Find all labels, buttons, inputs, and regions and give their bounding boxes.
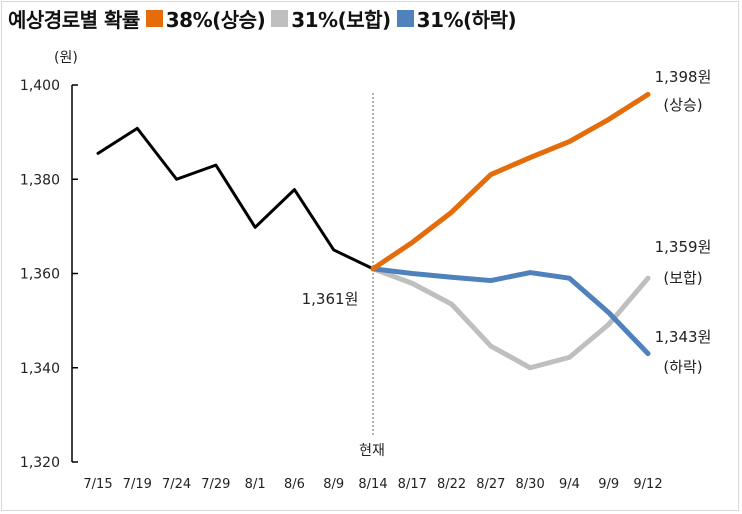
flat-scenario-label: (보합) bbox=[663, 269, 702, 287]
legend-down: 31%(하락) bbox=[396, 4, 517, 33]
x-tick-label: 7/15 bbox=[83, 477, 112, 492]
flat-value-label: 1,359원 bbox=[655, 238, 712, 256]
down-scenario-label: (하락) bbox=[663, 358, 702, 376]
legend-label-flat: 31%(보합) bbox=[291, 8, 391, 32]
series-line-history bbox=[96, 126, 375, 271]
chart-title-row: 예상경로별 확률 38%(상승) 31%(보합) 31%(하락) bbox=[8, 4, 517, 33]
x-tick-label: 8/22 bbox=[437, 477, 466, 492]
series-line-down bbox=[370, 266, 651, 357]
current-label: 현재 bbox=[359, 443, 385, 459]
x-tick-label: 9/9 bbox=[598, 477, 619, 492]
x-tick-label: 9/12 bbox=[633, 477, 662, 492]
x-tick-label: 8/30 bbox=[516, 477, 545, 492]
legend-swatch-flat bbox=[271, 10, 289, 27]
x-tick-label: 7/29 bbox=[201, 477, 230, 492]
down-value-label: 1,343원 bbox=[655, 328, 712, 346]
y-tick-label: 1,400 bbox=[20, 78, 60, 94]
series-line-up bbox=[370, 91, 651, 272]
legend-swatch-down bbox=[396, 10, 414, 27]
x-tick-label: 7/24 bbox=[162, 477, 191, 492]
x-tick-label: 8/17 bbox=[398, 477, 427, 492]
y-tick-label: 1,380 bbox=[20, 172, 60, 188]
chart-title: 예상경로별 확률 bbox=[8, 8, 140, 32]
y-tick-label: 1,340 bbox=[20, 361, 60, 377]
legend-up: 38%(상승) bbox=[145, 4, 266, 33]
x-tick-label: 8/27 bbox=[476, 477, 505, 492]
x-tick-label: 8/9 bbox=[323, 477, 344, 492]
up-scenario-label: (상승) bbox=[663, 96, 702, 114]
legend-label-up: 38%(상승) bbox=[165, 8, 266, 32]
x-tick-label: 9/4 bbox=[559, 477, 580, 492]
y-axis-unit: (원) bbox=[54, 50, 78, 66]
series-line-flat bbox=[370, 266, 651, 371]
y-tick-label: 1,320 bbox=[20, 455, 60, 471]
x-tick-label: 8/14 bbox=[358, 477, 387, 492]
legend-swatch-up bbox=[145, 10, 163, 27]
x-tick-label: 8/1 bbox=[245, 477, 266, 492]
legend-flat: 31%(보합) bbox=[271, 4, 391, 33]
up-value-label: 1,398원 bbox=[655, 68, 712, 86]
legend-label-down: 31%(하락) bbox=[416, 8, 517, 32]
x-tick-label: 7/19 bbox=[123, 477, 152, 492]
x-tick-label: 8/6 bbox=[284, 477, 305, 492]
current-value-label: 1,361원 bbox=[302, 290, 359, 308]
y-tick-label: 1,360 bbox=[20, 267, 60, 283]
